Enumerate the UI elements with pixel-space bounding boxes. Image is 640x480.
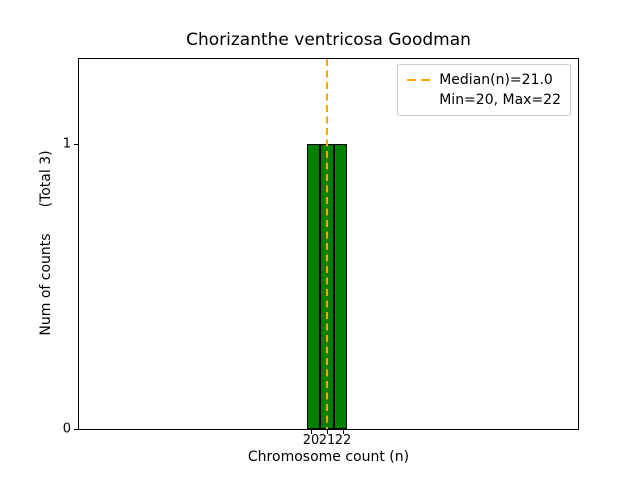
y-axis-label: Num of counts (Total 3) [38,113,56,373]
legend-label-median: Median(n)=21.0 [439,72,553,88]
y-axis-label-text: Num of counts [38,233,54,336]
legend: Median(n)=21.0 Min=20, Max=22 [397,64,571,116]
plot-area: Median(n)=21.0 Min=20, Max=22 20 21 22 0 1 [63,58,579,448]
legend-entry-minmax: Min=20, Max=22 [407,90,561,110]
chart-title: Chorizanthe ventricosa Goodman [186,30,471,50]
x-tick-label: 20 [302,433,320,448]
median-dashed-line-icon [407,78,431,82]
y-tick-label: 1 [62,136,71,152]
legend-marker-spacer [407,99,430,102]
bar-22 [333,144,347,429]
median-line [325,59,329,429]
y-tick-mark [74,428,78,430]
x-tick-label: 21 [318,433,336,448]
x-tick-mark [310,430,312,434]
y-tick-mark [74,143,78,145]
bar-20 [307,144,321,429]
y-axis-total-note: (Total 3) [38,150,54,208]
legend-entry-median: Median(n)=21.0 [407,70,561,90]
x-tick-label: 22 [334,433,352,448]
legend-label-minmax: Min=20, Max=22 [439,92,561,108]
y-tick-label: 0 [62,421,71,437]
x-tick-mark [326,430,328,434]
x-axis-label: Chromosome count (n) [247,449,410,465]
x-tick-mark [342,430,344,434]
